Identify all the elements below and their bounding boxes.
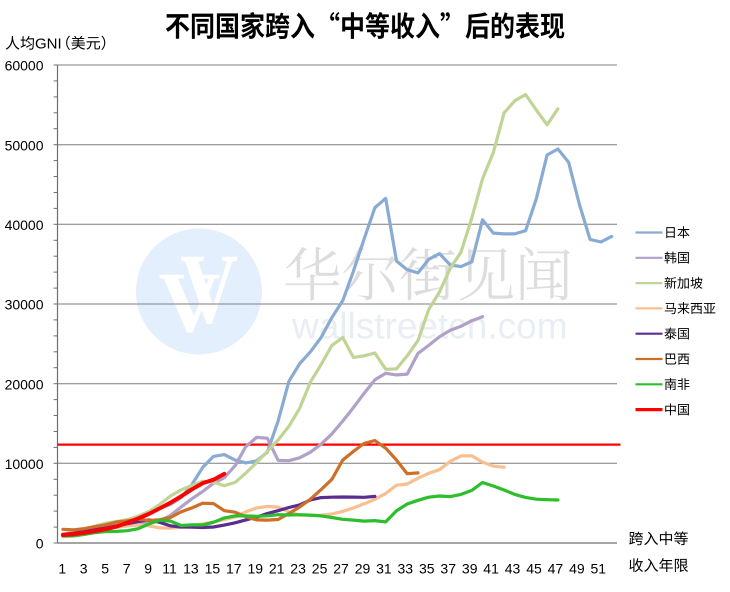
- svg-text:41: 41: [483, 560, 499, 576]
- svg-text:19: 19: [248, 560, 264, 576]
- svg-text:0: 0: [36, 536, 44, 552]
- svg-text:11: 11: [162, 560, 177, 576]
- svg-text:3: 3: [80, 560, 88, 576]
- svg-text:23: 23: [290, 560, 306, 576]
- svg-text:37: 37: [440, 560, 456, 576]
- svg-text:51: 51: [591, 560, 607, 576]
- svg-text:40000: 40000: [5, 217, 44, 233]
- svg-text:29: 29: [355, 560, 371, 576]
- svg-text:49: 49: [569, 560, 585, 576]
- svg-text:39: 39: [462, 560, 478, 576]
- svg-text:35: 35: [419, 560, 435, 576]
- svg-text:27: 27: [333, 560, 349, 576]
- svg-text:21: 21: [269, 560, 285, 576]
- svg-text:9: 9: [144, 560, 152, 576]
- svg-text:17: 17: [226, 560, 242, 576]
- svg-text:GNI: GNI: [35, 36, 62, 53]
- svg-text:7: 7: [123, 560, 131, 576]
- svg-text:20000: 20000: [5, 376, 44, 392]
- svg-text:45: 45: [526, 560, 542, 576]
- svg-text:47: 47: [548, 560, 564, 576]
- svg-text:10000: 10000: [5, 456, 44, 472]
- svg-text:31: 31: [376, 560, 392, 576]
- svg-text:13: 13: [183, 560, 199, 576]
- svg-text:60000: 60000: [5, 58, 44, 74]
- svg-text:25: 25: [312, 560, 328, 576]
- svg-text:50000: 50000: [5, 137, 44, 153]
- svg-text:43: 43: [505, 560, 521, 576]
- svg-text:30000: 30000: [5, 297, 44, 313]
- svg-text:33: 33: [398, 560, 414, 576]
- svg-text:1: 1: [58, 560, 66, 576]
- svg-text:5: 5: [101, 560, 109, 576]
- svg-text:15: 15: [205, 560, 221, 576]
